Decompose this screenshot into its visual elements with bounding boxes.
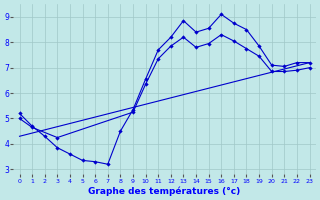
X-axis label: Graphe des températures (°c): Graphe des températures (°c) [88,186,241,196]
